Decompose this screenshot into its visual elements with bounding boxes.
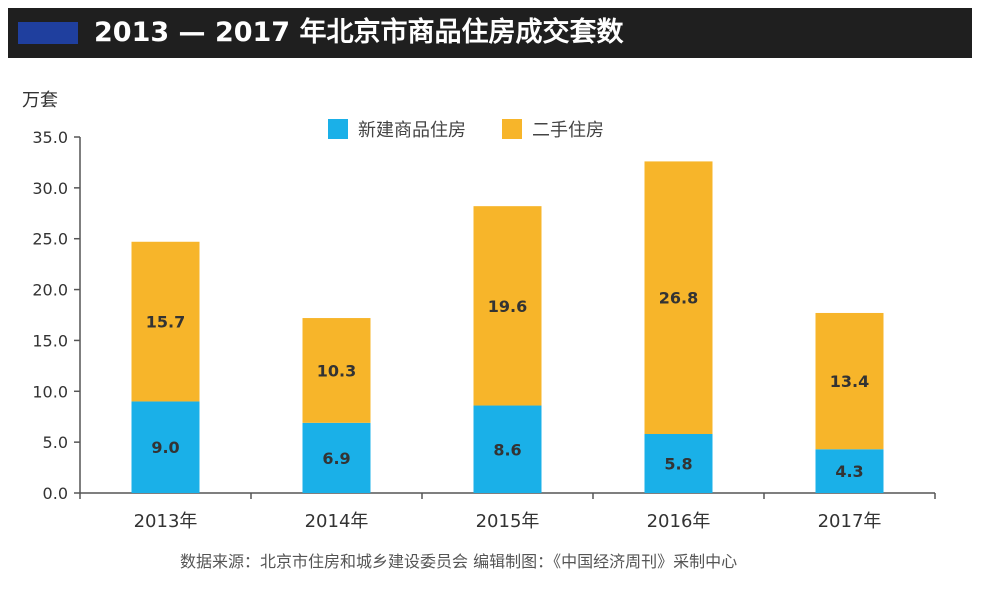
legend-item-new: 新建商品住房 [328, 116, 466, 142]
bar-segment [473, 206, 542, 406]
bar-segment [644, 434, 713, 493]
bar-segment [302, 422, 371, 493]
x-category-label: 2017年 [818, 511, 882, 532]
legend-label-new: 新建商品住房 [358, 120, 466, 141]
data-label: 10.3 [317, 361, 356, 380]
y-tick-label: 20.0 [32, 281, 68, 300]
source-note: 数据来源：北京市住房和城乡建设委员会 编辑制图：《中国经济周刊》采制中心 [180, 552, 738, 571]
data-label: 13.4 [830, 372, 869, 391]
data-label: 19.6 [488, 297, 527, 316]
title-accent-block [18, 22, 78, 44]
bar-segment [644, 161, 713, 435]
bar-segment [815, 449, 884, 493]
y-tick-label: 30.0 [32, 179, 68, 198]
y-tick-label: 5.0 [43, 433, 68, 452]
y-tick-label: 25.0 [32, 230, 68, 249]
x-category-label: 2015年 [476, 511, 540, 532]
legend-item-second: 二手住房 [502, 116, 604, 142]
y-tick-label: 0.0 [43, 484, 68, 503]
legend: 新建商品住房 二手住房 [328, 115, 604, 143]
x-category-label: 2016年 [647, 511, 711, 532]
bar-segment [815, 312, 884, 450]
y-axis-unit: 万套 [22, 90, 58, 111]
data-label: 9.0 [151, 438, 179, 457]
legend-swatch-new [328, 119, 348, 139]
x-category-label: 2013年 [134, 511, 198, 532]
chart-title: 2013 — 2017 年北京市商品住房成交套数 [94, 17, 624, 48]
title-bar: 2013 — 2017 年北京市商品住房成交套数 [8, 8, 972, 58]
data-label: 26.8 [659, 289, 698, 308]
bar-segment [302, 318, 371, 423]
data-label: 4.3 [835, 462, 863, 481]
y-tick-label: 35.0 [32, 128, 68, 147]
data-label: 6.9 [322, 449, 350, 468]
bar-segment [473, 405, 542, 493]
y-tick-label: 10.0 [32, 382, 68, 401]
legend-label-second: 二手住房 [532, 120, 604, 141]
data-label: 15.7 [146, 313, 185, 332]
x-category-label: 2014年 [305, 511, 369, 532]
legend-swatch-second [502, 119, 522, 139]
data-label: 8.6 [493, 440, 521, 459]
y-tick-label: 15.0 [32, 331, 68, 350]
data-label: 5.8 [664, 455, 692, 474]
bar-segment [131, 241, 200, 402]
bar-segment [131, 401, 200, 493]
